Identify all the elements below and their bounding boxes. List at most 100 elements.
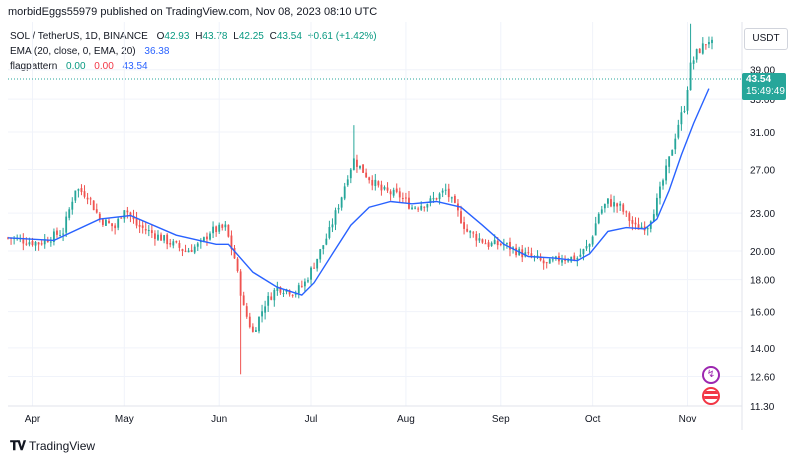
candle-body [423, 206, 426, 208]
symbol-label[interactable]: SOL / TetherUS, 1D, BINANCE [10, 31, 148, 42]
candle-body [564, 259, 566, 261]
candle-body [447, 188, 450, 198]
candle-body [215, 226, 218, 233]
candle-body [181, 249, 184, 251]
candle-body [371, 179, 374, 186]
candle-body [610, 199, 612, 207]
candle-body [649, 221, 652, 229]
candle-body [264, 306, 267, 313]
candle-body [460, 211, 462, 224]
candle-body [169, 243, 172, 245]
candle-body [499, 243, 502, 245]
candle-body [147, 230, 150, 232]
candle-body [472, 232, 475, 234]
flagpattern-label[interactable]: flagpattern [10, 61, 58, 72]
publish-header: morbidEggs55979 published on TradingView… [8, 6, 378, 18]
ema-line-group [7, 88, 710, 296]
ema-label[interactable]: EMA (20, close, 0, EMA, 20) [10, 46, 136, 57]
candle-body [258, 316, 260, 332]
candle-body [365, 172, 368, 178]
tradingview-logo-icon[interactable]: 𝐓𝐕 [10, 438, 26, 453]
candle-body [105, 219, 107, 226]
candle-body [163, 235, 166, 241]
candle-body [576, 258, 579, 260]
candle-body [551, 259, 554, 261]
candle-body [135, 217, 138, 226]
time-tick-label: May [115, 414, 134, 425]
legend-flagpattern-row: flagpattern 0.00 0.00 43.54 [10, 59, 377, 74]
candle-body [377, 181, 380, 186]
candle-body [368, 177, 371, 181]
candle-body [603, 204, 606, 209]
last-price-value: 43.54 [746, 74, 772, 85]
candle-body [340, 197, 343, 208]
candle-body [74, 190, 77, 201]
time-axis: Apr May Jun Jul Aug Sep Oct Nov [25, 414, 697, 425]
candle-body [150, 230, 153, 234]
time-tick-label: Apr [25, 414, 41, 425]
candle-body [178, 243, 181, 248]
high-key: H [195, 31, 203, 42]
candle-body [166, 234, 169, 245]
candle-body [59, 235, 61, 237]
candle-body [600, 209, 603, 214]
candle-body [585, 246, 588, 249]
event-lightning-icon[interactable]: ↯ [702, 366, 720, 384]
candle-body [496, 240, 499, 246]
price-tick-label: 31.00 [750, 128, 775, 139]
last-price-badge: 43.54 15:49:49 [742, 73, 786, 100]
candle-body [652, 214, 655, 222]
open-key: O [156, 31, 165, 42]
candle-body [655, 197, 658, 216]
candle-body [111, 223, 113, 227]
candle-body [248, 316, 251, 328]
candle-body [453, 195, 456, 203]
candle-body [570, 256, 573, 262]
candle-body [313, 267, 316, 269]
candle-body [579, 254, 582, 257]
candle-body [349, 169, 352, 179]
candle-body [398, 191, 401, 198]
footer: 𝐓𝐕 TradingView [10, 438, 95, 454]
candle-body [356, 159, 358, 167]
candle-body [325, 238, 328, 245]
candle-body [190, 249, 193, 252]
currency-selector[interactable]: USDT [744, 28, 788, 50]
candle-body [40, 243, 43, 245]
candle-body [328, 227, 331, 238]
candle-body [172, 241, 175, 246]
candle-body [701, 43, 704, 54]
candle-body [310, 267, 312, 280]
low-key: L [233, 31, 239, 42]
candle-body [484, 243, 487, 245]
candle-body [334, 210, 337, 225]
candle-body [245, 306, 248, 317]
candle-body [86, 197, 89, 200]
economic-events-flag-icon[interactable] [702, 387, 720, 405]
candle-body [255, 330, 257, 332]
candle-body [588, 244, 591, 247]
footer-brand[interactable]: TradingView [29, 439, 96, 453]
candle-body [478, 238, 481, 241]
candle-body [282, 293, 285, 295]
candle-body [294, 293, 297, 295]
ema-value: 36.38 [144, 46, 170, 57]
candle-body [640, 226, 643, 229]
candle-body [634, 222, 637, 225]
legend-ema-row: EMA (20, close, 0, EMA, 20) 36.38 [10, 44, 377, 59]
candle-body [613, 202, 615, 207]
candle-body [668, 156, 671, 167]
candle-body [273, 290, 276, 301]
candle-body [411, 207, 413, 209]
chart-grid [8, 22, 742, 407]
candle-body [218, 224, 221, 232]
candle-body [71, 201, 74, 210]
candle-body [622, 204, 625, 212]
candle-body [267, 295, 270, 306]
candle-body [708, 42, 710, 45]
candle-body [224, 224, 227, 228]
candle-body [417, 208, 420, 210]
candle-body [196, 243, 199, 247]
chart-legend: SOL / TetherUS, 1D, BINANCE O42.93 H43.7… [10, 29, 377, 74]
